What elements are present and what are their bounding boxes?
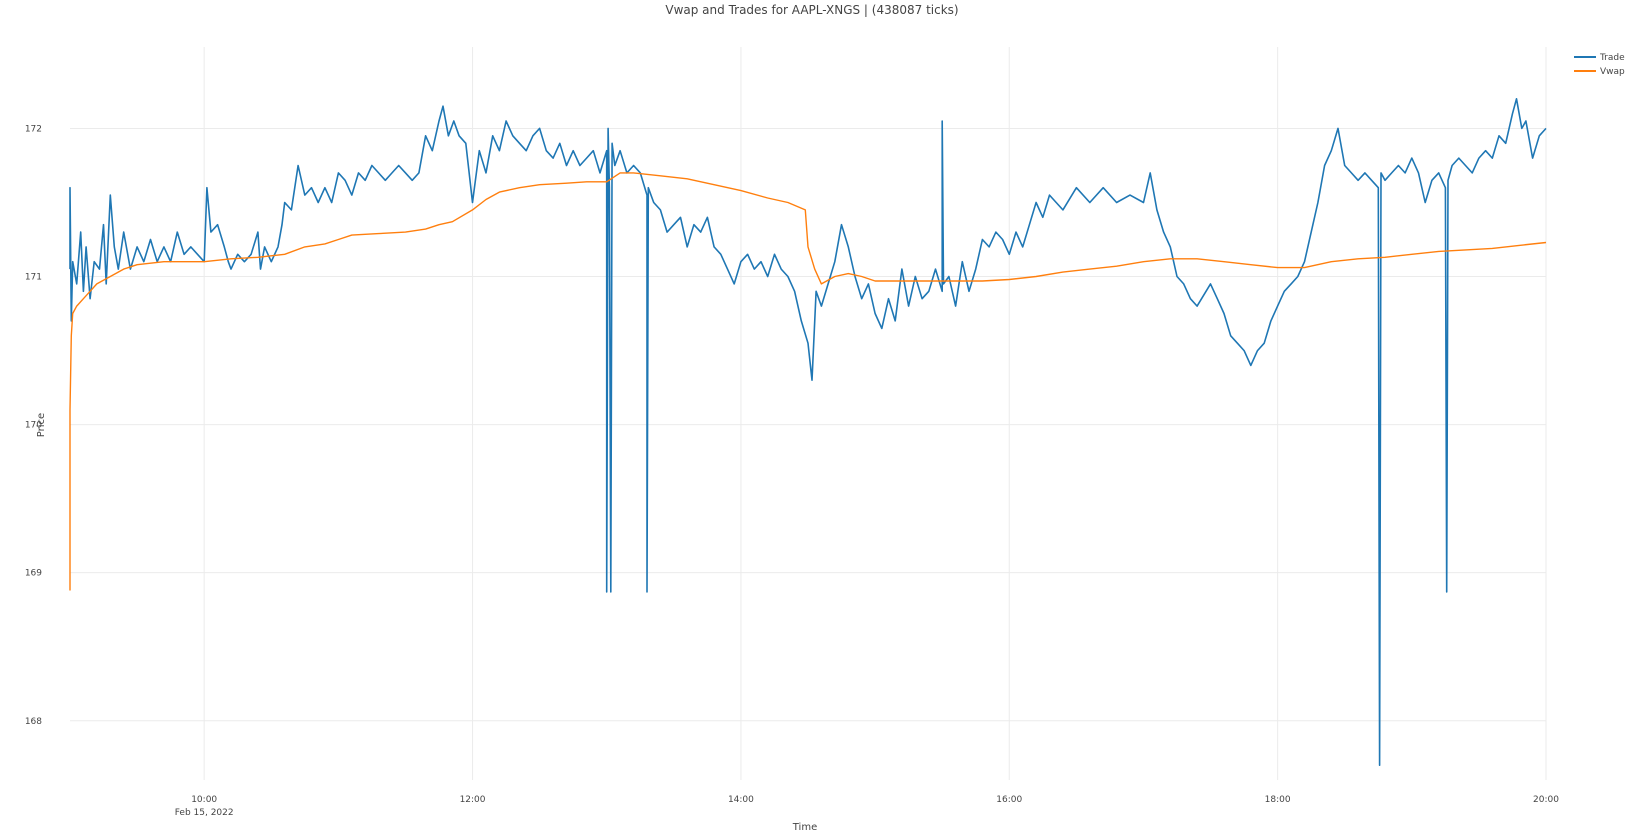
x-tick-label: 14:00 xyxy=(728,795,754,805)
series-layer xyxy=(69,98,1547,766)
grid-layer xyxy=(70,47,1547,780)
legend-item-vwap[interactable]: Vwap xyxy=(1574,67,1625,77)
series-line-vwap xyxy=(69,172,1547,591)
series-line-trade xyxy=(69,98,1547,766)
chart-title: Vwap and Trades for AAPL-XNGS | (438087 … xyxy=(665,3,958,17)
x-tick-label: 12:00 xyxy=(460,795,486,805)
y-tick-label: 171 xyxy=(25,273,42,283)
legend: Trade Vwap xyxy=(1574,53,1625,77)
y-tick-label: 172 xyxy=(25,124,42,134)
x-tick-label: 18:00 xyxy=(1265,795,1291,805)
x-tick-label: 20:00 xyxy=(1533,795,1559,805)
x-axis-title: Time xyxy=(792,822,817,833)
y-tick-label: 169 xyxy=(25,569,42,579)
legend-item-trade[interactable]: Trade xyxy=(1574,53,1625,63)
y-tick-label: 168 xyxy=(25,717,42,727)
y-tick-label: 170 xyxy=(25,421,42,431)
legend-label-trade: Trade xyxy=(1599,53,1625,63)
x-tick-label: 16:00 xyxy=(996,795,1022,805)
legend-label-vwap: Vwap xyxy=(1600,67,1625,77)
x-tick-sublabel: Feb 15, 2022 xyxy=(175,808,234,818)
y-axis-title: Price xyxy=(36,413,47,437)
axis-layer: 168 169 170 171 172 10:00 Feb 15, 2022 12:00 14:… xyxy=(25,124,1559,818)
x-tick-label: 10:00 xyxy=(191,795,217,805)
